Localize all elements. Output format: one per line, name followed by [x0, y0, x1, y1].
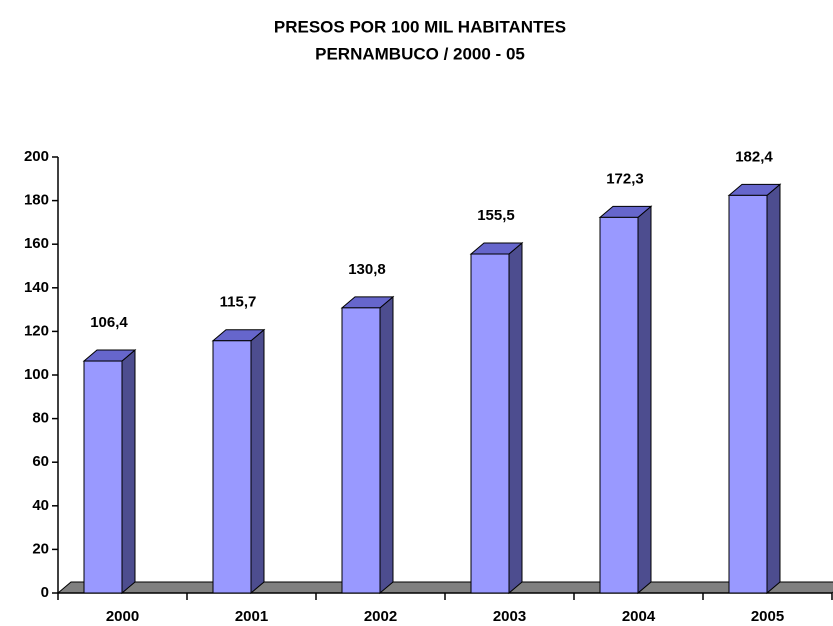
y-tick-label: 140 [24, 279, 49, 296]
x-tick-label: 2001 [235, 608, 268, 625]
bar [82, 348, 137, 595]
bar-side [766, 183, 781, 595]
value-label: 182,4 [735, 148, 773, 165]
x-tick-label: 2003 [493, 608, 526, 625]
bar-front [341, 307, 381, 594]
y-tick-label: 20 [32, 540, 49, 557]
value-label: 172,3 [606, 170, 644, 187]
bar-side [637, 205, 652, 595]
y-tick-label: 120 [24, 322, 49, 339]
y-tick-label: 180 [24, 192, 49, 209]
x-tick-label: 2002 [364, 608, 397, 625]
y-tick-label: 160 [24, 235, 49, 252]
chart-subtitle: PERNAMBUCO / 2000 - 05 [315, 44, 525, 63]
value-label: 155,5 [477, 207, 515, 224]
bar [727, 183, 782, 595]
bar [598, 205, 653, 595]
x-tick-label: 2004 [622, 608, 656, 625]
bar-front [470, 253, 510, 594]
y-tick-label: 40 [32, 497, 49, 514]
value-label: 106,4 [90, 314, 128, 331]
x-tick-label: 2005 [751, 608, 784, 625]
bar [340, 295, 395, 595]
bar-side [379, 295, 394, 595]
bar [469, 241, 524, 595]
value-label: 130,8 [348, 261, 386, 278]
y-tick-label: 60 [32, 453, 49, 470]
bar-side [121, 348, 136, 595]
bar-side [508, 241, 523, 595]
bar-front [599, 216, 639, 594]
bar-front [728, 194, 768, 594]
value-label: 115,7 [220, 294, 257, 311]
y-tick-label: 0 [41, 584, 49, 601]
chart-title: PRESOS POR 100 MIL HABITANTES [274, 17, 566, 36]
y-tick-label: 80 [32, 410, 49, 427]
floor [56, 581, 833, 594]
bar-side [250, 328, 265, 595]
y-tick-label: 100 [24, 366, 49, 383]
bar [211, 328, 266, 595]
bar-front [212, 340, 252, 594]
bar-front [83, 360, 123, 594]
x-tick-label: 2000 [106, 608, 139, 625]
y-tick-label: 200 [24, 148, 49, 165]
